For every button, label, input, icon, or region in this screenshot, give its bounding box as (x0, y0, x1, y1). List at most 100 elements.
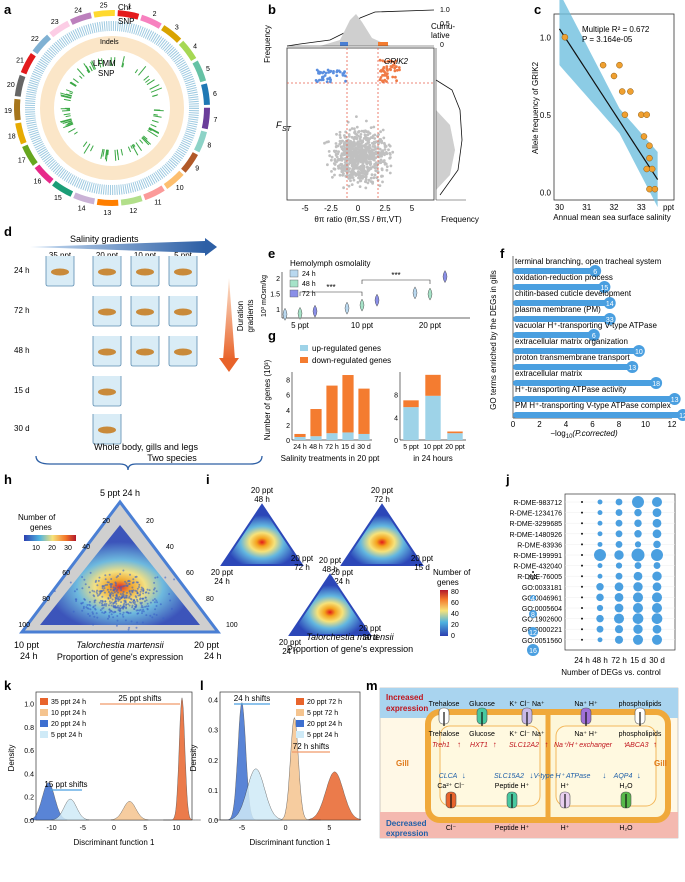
time-1: 72 h (14, 306, 30, 315)
salinity-point (616, 62, 622, 68)
panel-label-j: j (505, 472, 510, 487)
fst-point (359, 136, 362, 139)
j-na-dot (581, 586, 583, 588)
h-legend-title-2: genes (30, 523, 52, 532)
b-x-tick: 5 (410, 204, 415, 213)
h-point (109, 574, 111, 576)
fst-point (353, 179, 356, 182)
fst-point (364, 187, 367, 190)
h-point (114, 587, 116, 589)
h-point (144, 606, 146, 608)
h-point (83, 606, 85, 608)
m-bottom-substrate: H₂O (619, 825, 633, 832)
b-x-tick: -2.5 (324, 204, 338, 213)
amphipod (174, 309, 192, 316)
h-point (111, 601, 113, 603)
fst-point (339, 136, 342, 139)
h-point (115, 600, 117, 602)
h-point (85, 606, 87, 608)
h-point (149, 589, 151, 591)
fst-point (386, 152, 389, 155)
j-dot (615, 604, 624, 613)
h-point (114, 611, 116, 613)
down-bar (326, 386, 337, 434)
density-y-tick: 0.0 (24, 818, 34, 825)
g-category: 30 d (357, 444, 371, 451)
j-legend-label: 8 (531, 612, 535, 619)
j-dot (634, 530, 641, 537)
h-point (101, 600, 103, 602)
lfmm-snp-mark (151, 88, 162, 92)
lfmm-snp-mark (77, 69, 84, 77)
fst-point (356, 141, 359, 144)
fst-point (381, 169, 384, 172)
h-point (106, 584, 108, 586)
density-curve (111, 801, 148, 820)
fst-point (343, 166, 346, 169)
h-point (129, 583, 131, 585)
h-bl-label-2: 24 h (20, 651, 38, 661)
shift-label: 15 ppt shifts (44, 780, 87, 789)
lfmm-snp-mark (64, 99, 71, 100)
b-xlabel: θπ ratio (θπ,SS / θπ,VT) (314, 215, 402, 224)
chr-ring-label: Chr (118, 3, 131, 12)
fst-point-low (344, 80, 347, 83)
h-point (135, 596, 137, 598)
j-na-dot (581, 533, 583, 535)
j-row-label: GO:0005604 (522, 606, 562, 613)
g-y-tick: 8 (394, 393, 398, 400)
i-bl-label-2: 24 h (214, 577, 230, 586)
chromosome-label-16: 16 (34, 179, 42, 186)
h-point (110, 589, 112, 591)
j-dot (653, 519, 662, 528)
j-row-label: R-DME-983712 (513, 500, 562, 507)
salinity-point (611, 73, 617, 79)
h-point (171, 608, 173, 610)
j-row-label: R-DME-76005 (517, 574, 562, 581)
fst-point (375, 161, 378, 164)
h-point (125, 601, 127, 603)
h-point (104, 592, 106, 594)
h-point (101, 608, 103, 610)
h-point (137, 609, 139, 611)
h-point (140, 609, 142, 611)
up-bar (294, 437, 305, 440)
chromosome-2 (140, 15, 162, 29)
j-row-label: R-DME-83936 (517, 542, 562, 549)
g-ylabel: Number of genes (10³) (263, 359, 272, 440)
fst-point (351, 170, 354, 173)
panel-label-m: m (366, 678, 378, 693)
h-point (146, 599, 148, 601)
chromosome-6 (201, 83, 210, 105)
density-x-tick: -10 (47, 825, 57, 832)
panel-m-gill-model: Increased expression Decreased expressio… (380, 688, 678, 838)
h-point (83, 579, 85, 581)
h-top-label: 5 ppt 24 h (100, 488, 140, 498)
fst-point (360, 151, 363, 154)
h-left-tick: 100 (18, 622, 30, 629)
h-point (142, 609, 144, 611)
panel-label-a: a (4, 2, 12, 17)
j-dot (598, 563, 603, 568)
amphipod (98, 427, 116, 434)
j-row-label: GO:0051560 (522, 638, 562, 645)
fst-point (364, 151, 367, 154)
go-term-label: PM H⁺-transporting V-type ATPase complex (515, 401, 671, 410)
e-group-label: 10 ppt (351, 321, 374, 330)
fst-point (357, 162, 360, 165)
fst-point (388, 144, 391, 147)
density-y-tick: 0.0 (208, 818, 218, 825)
fst-point (366, 145, 369, 148)
i-br-label-2: 15 d (414, 563, 430, 572)
k-xlabel: Discriminant function 1 (74, 838, 155, 847)
fst-point (382, 137, 385, 140)
amphipod (174, 269, 192, 276)
salinity-point (646, 186, 652, 192)
m-gene-up: Na⁺/H⁺ exchanger (554, 742, 613, 749)
h-point (104, 600, 106, 602)
j-dot (598, 542, 603, 547)
h-point (147, 603, 149, 605)
chromosome-label-23: 23 (51, 19, 59, 26)
lfmm-snp-mark (131, 146, 133, 149)
